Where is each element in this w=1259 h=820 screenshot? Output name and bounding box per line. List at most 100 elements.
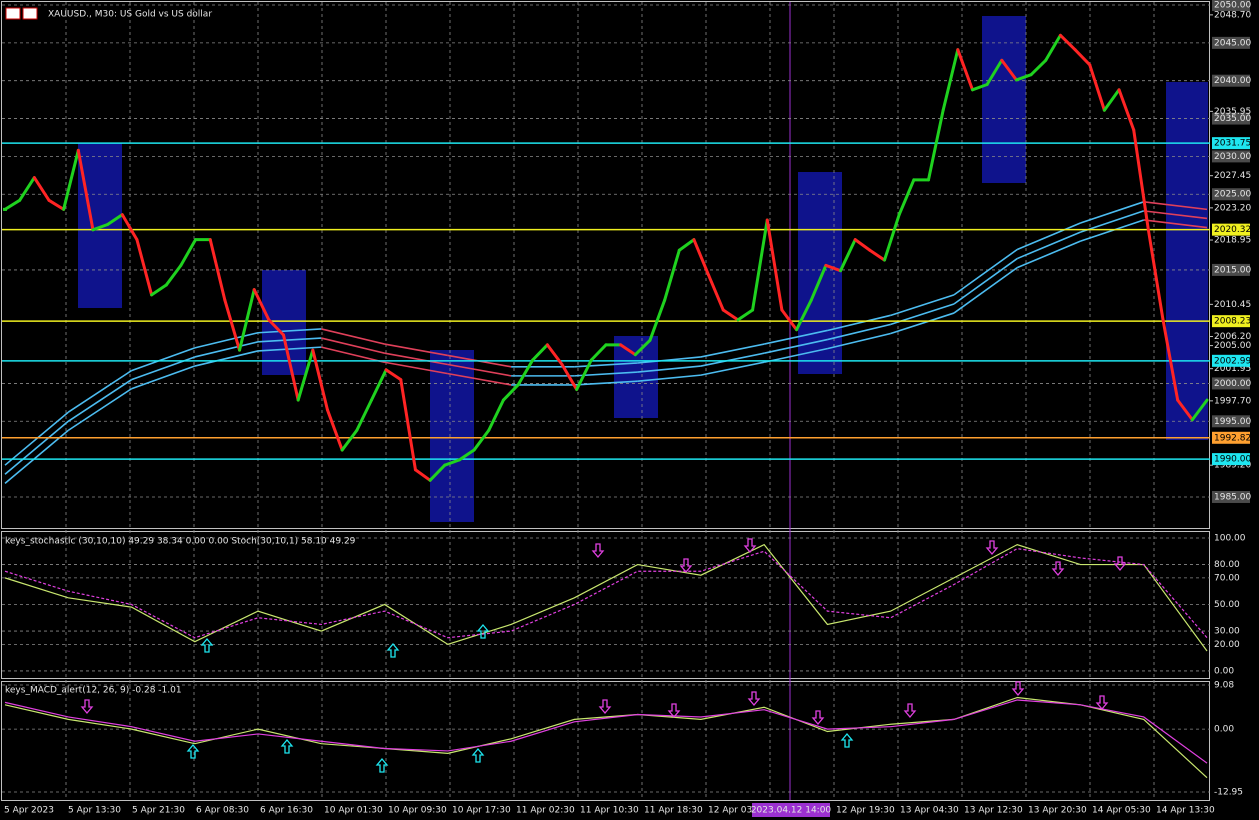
y-tick-label: 0.00: [1214, 725, 1234, 735]
price-bar: [560, 363, 579, 391]
sell-arrow: [591, 543, 605, 559]
price-bar: [1073, 48, 1092, 67]
moving-average: [194, 350, 259, 367]
buy-arrow: [375, 757, 389, 773]
tick-label-box: [1212, 36, 1250, 49]
price-bar: [1044, 33, 1062, 62]
sell-arrow: [1011, 681, 1025, 697]
moving-average: [131, 365, 196, 390]
y-tick-label: 2040.00: [1214, 76, 1251, 86]
y-tick-label: 2025.00: [1214, 190, 1251, 200]
price-bar: [707, 273, 725, 312]
moving-average: [637, 356, 701, 364]
y-tick-label: 2000.00: [1214, 379, 1251, 389]
price-bar: [443, 458, 461, 467]
price-bar: [1102, 88, 1121, 112]
indicator-title: keys_MACD_alert(12, 26, 9) -0.28 -1.01: [5, 686, 182, 696]
price-bar: [956, 48, 974, 92]
moving-average: [953, 266, 1018, 314]
x-tick-label: 14 Apr 13:30: [1156, 806, 1215, 816]
price-bar: [1014, 73, 1033, 82]
level-label: 2031.75: [1214, 139, 1251, 149]
price-bar: [238, 288, 256, 352]
level-label-box: [1212, 137, 1250, 150]
moving-average: [1016, 231, 1081, 260]
y-tick-label: 2027.45: [1214, 171, 1251, 181]
price-bar: [780, 308, 799, 332]
buy-arrow: [200, 637, 214, 653]
y-tick-label: 2035.00: [1214, 114, 1251, 124]
moving-average: [1016, 240, 1081, 269]
buy-arrow: [471, 747, 485, 763]
price-bar: [721, 308, 740, 322]
moving-average: [827, 332, 891, 350]
y-tick-label: 9.08: [1214, 681, 1234, 691]
moving-average: [763, 347, 828, 364]
price-bar: [633, 338, 652, 357]
price-bar: [501, 383, 520, 402]
level-label-box: [1212, 223, 1250, 236]
moving-average: [763, 338, 828, 354]
range-box: [78, 143, 122, 308]
level-label: 1990.00: [1214, 455, 1251, 465]
y-tick-label: -12.95: [1214, 787, 1243, 797]
price-bar: [663, 248, 681, 302]
x-tick-label: 14 Apr 05:30: [1092, 806, 1151, 816]
moving-average: [1016, 222, 1081, 251]
moving-average: [4, 429, 69, 484]
price-bar: [751, 218, 769, 312]
buy-arrow: [186, 743, 200, 759]
tick-label-box: [1212, 150, 1250, 163]
y-tick-label: 2045.00: [1214, 38, 1251, 48]
price-bar: [926, 108, 945, 182]
moving-average: [384, 352, 448, 366]
price-bar: [677, 238, 696, 252]
price-bar: [1161, 318, 1180, 402]
price-bar: [985, 58, 1004, 86]
y-tick-label: 50.00: [1214, 600, 1240, 610]
range-box: [1166, 82, 1208, 440]
x-tick-label: 6 Apr 16:30: [260, 806, 313, 816]
sell-arrow: [80, 699, 94, 715]
sell-arrow: [598, 699, 612, 715]
sell-arrow: [667, 703, 681, 719]
x-tick-label: 10 Apr 01:30: [324, 806, 383, 816]
price-bar: [853, 238, 872, 252]
sell-arrow: [903, 703, 917, 719]
panel-borders: [1, 1, 1210, 801]
moving-average: [384, 361, 448, 375]
range-box: [982, 16, 1026, 183]
moving-average: [827, 314, 891, 332]
price-bar: [208, 238, 227, 302]
buy-arrow: [476, 623, 490, 639]
x-tick-label: 5 Apr 2023: [4, 806, 54, 816]
price-bar: [120, 213, 139, 242]
moving-average: [258, 328, 322, 334]
y-tick-label: 20.00: [1214, 640, 1240, 650]
indicator-line: [4, 543, 1208, 652]
price-bar: [282, 333, 300, 402]
price-bar: [457, 448, 476, 462]
y-tick-label: 2048.70: [1214, 10, 1251, 20]
level-label: 2002.99: [1214, 356, 1251, 366]
buy-arrow: [840, 732, 854, 748]
moving-average: [1143, 201, 1208, 211]
y-tick-label: 2050.00: [1214, 1, 1251, 11]
tick-label-box: [1212, 74, 1250, 87]
x-tick-label: 10 Apr 09:30: [388, 806, 447, 816]
buy-arrow: [386, 642, 400, 658]
moving-average: [67, 369, 132, 413]
price-bar: [399, 378, 417, 472]
icon: [22, 7, 38, 20]
moving-average: [574, 380, 638, 386]
price-bar: [267, 318, 286, 337]
moving-average: [321, 337, 385, 354]
moving-average: [131, 347, 196, 372]
price-bar: [809, 263, 828, 302]
moving-average: [384, 343, 448, 357]
y-tick-label: 30.00: [1214, 627, 1240, 637]
moving-average: [700, 343, 765, 358]
price-bar: [545, 343, 564, 367]
price-panel-border: [1, 1, 1210, 529]
